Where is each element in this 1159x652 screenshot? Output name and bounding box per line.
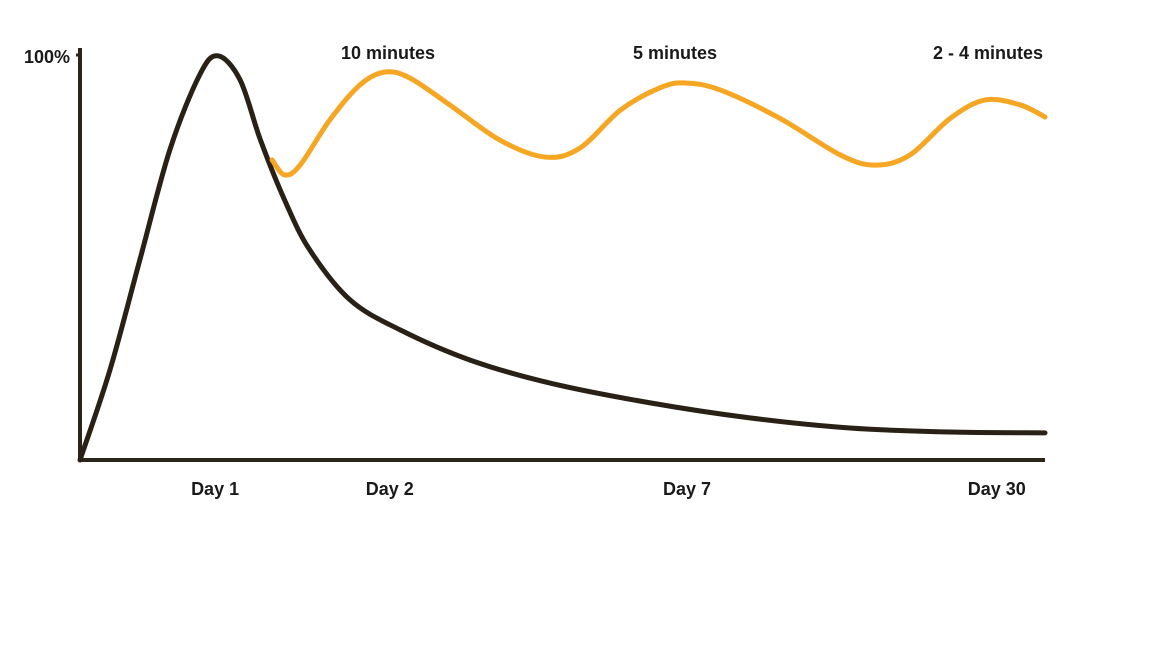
x-tick-label: Day 2	[366, 479, 414, 499]
annotation: 5 minutes	[633, 43, 717, 63]
x-tick-label: Day 1	[191, 479, 239, 499]
line	[77, 53, 1048, 463]
annotation: 10 minutes	[341, 43, 435, 63]
annotation: 2 - 4 minutes	[933, 43, 1043, 63]
line	[269, 69, 1048, 178]
y-tick-label: 100%	[24, 47, 70, 67]
x-tick-label: Day 30	[968, 479, 1026, 499]
x-tick-label: Day 7	[663, 479, 711, 499]
